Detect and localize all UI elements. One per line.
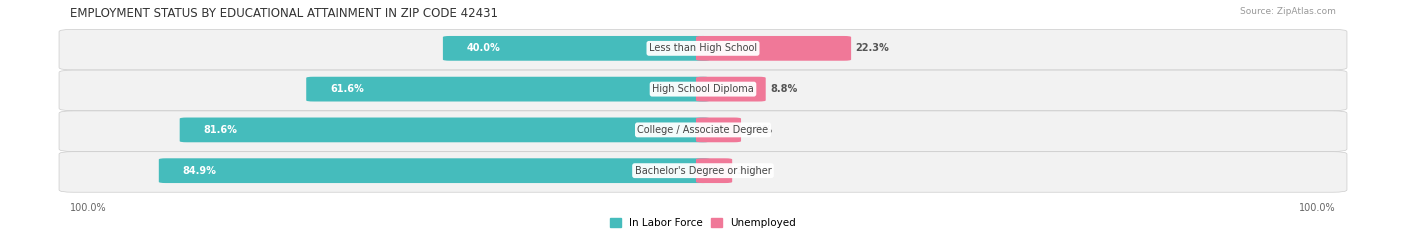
Text: 22.3%: 22.3% [855, 43, 889, 53]
Text: 100.0%: 100.0% [70, 203, 107, 213]
FancyBboxPatch shape [696, 117, 741, 142]
FancyBboxPatch shape [696, 158, 733, 183]
Text: 8.8%: 8.8% [770, 84, 797, 94]
FancyBboxPatch shape [696, 77, 766, 102]
Text: College / Associate Degree: College / Associate Degree [637, 125, 769, 135]
Text: 61.6%: 61.6% [330, 84, 364, 94]
Text: 4.9%: 4.9% [745, 125, 772, 135]
Text: 100.0%: 100.0% [1299, 203, 1336, 213]
Text: 81.6%: 81.6% [204, 125, 238, 135]
FancyBboxPatch shape [180, 117, 710, 142]
Text: 3.5%: 3.5% [737, 166, 763, 176]
FancyBboxPatch shape [159, 158, 710, 183]
FancyBboxPatch shape [59, 29, 1347, 70]
Legend: In Labor Force, Unemployed: In Labor Force, Unemployed [610, 218, 796, 228]
Text: 40.0%: 40.0% [467, 43, 501, 53]
Text: Bachelor's Degree or higher: Bachelor's Degree or higher [634, 166, 772, 176]
Text: Source: ZipAtlas.com: Source: ZipAtlas.com [1240, 7, 1336, 16]
FancyBboxPatch shape [59, 111, 1347, 151]
Text: High School Diploma: High School Diploma [652, 84, 754, 94]
FancyBboxPatch shape [59, 70, 1347, 111]
FancyBboxPatch shape [696, 36, 851, 61]
FancyBboxPatch shape [307, 77, 710, 102]
Text: Less than High School: Less than High School [650, 43, 756, 53]
FancyBboxPatch shape [59, 152, 1347, 192]
FancyBboxPatch shape [443, 36, 710, 61]
Text: EMPLOYMENT STATUS BY EDUCATIONAL ATTAINMENT IN ZIP CODE 42431: EMPLOYMENT STATUS BY EDUCATIONAL ATTAINM… [70, 7, 498, 20]
Text: 84.9%: 84.9% [183, 166, 217, 176]
